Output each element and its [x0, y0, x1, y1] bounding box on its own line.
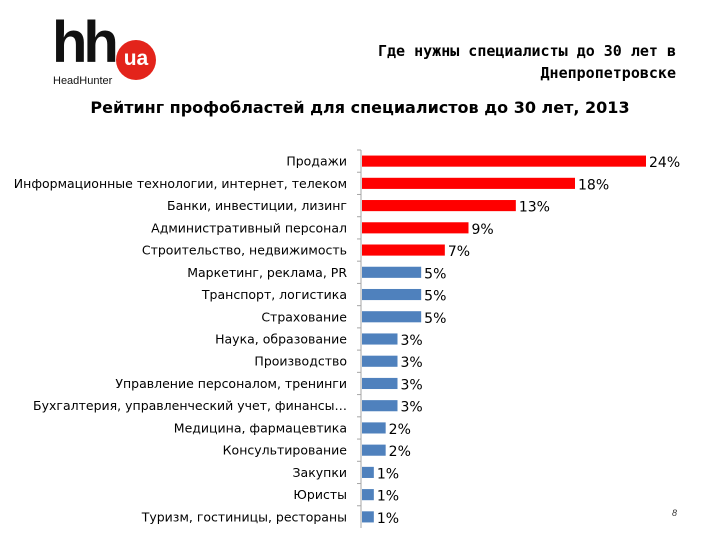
page-title-line-1: Где нужны специалисты до 30 лет в — [377, 42, 676, 60]
bar — [362, 266, 422, 278]
bar — [362, 222, 469, 234]
category-label: Бухгалтерия, управленческий учет, финанс… — [33, 398, 347, 413]
category-label: Управление персоналом, тренинги — [115, 376, 347, 391]
category-label: Продажи — [286, 154, 347, 169]
data-label: 1% — [377, 489, 399, 505]
data-label: 24% — [649, 155, 680, 171]
category-label: Транспорт, логистика — [201, 287, 347, 302]
logo-mark: hh — [52, 10, 119, 75]
bar — [362, 333, 398, 345]
data-label: 3% — [401, 377, 423, 393]
data-label: 13% — [519, 200, 550, 216]
data-label: 3% — [401, 400, 423, 416]
headhunter-logo: hh ua HeadHunter — [52, 14, 162, 92]
bar — [362, 311, 422, 323]
category-label: Юристы — [293, 487, 347, 502]
data-label: 5% — [424, 289, 446, 305]
category-label: Производство — [254, 354, 347, 369]
data-label: 18% — [578, 177, 609, 193]
bar — [362, 444, 386, 456]
bar — [362, 155, 646, 167]
data-label: 5% — [424, 266, 446, 282]
data-label: 1% — [377, 511, 399, 527]
chart-title: Рейтинг профобластей для специалистов до… — [90, 98, 630, 117]
bar — [362, 288, 422, 301]
data-label: 3% — [401, 333, 423, 349]
data-label: 7% — [448, 244, 470, 260]
category-label: Банки, инвестиции, лизинг — [167, 198, 347, 213]
bar — [362, 400, 398, 412]
page-title: Где нужны специалисты до 30 лет в Днепро… — [256, 40, 676, 84]
bar — [362, 355, 398, 367]
bar — [362, 489, 374, 501]
bar — [362, 377, 398, 390]
category-label: Туризм, гостиницы, рестораны — [141, 509, 347, 524]
bar — [362, 422, 386, 434]
data-label: 9% — [472, 222, 494, 238]
page-title-line-2: Днепропетровске — [540, 64, 676, 82]
bar — [362, 244, 445, 256]
page-number: 8 — [672, 508, 678, 518]
bar — [362, 200, 516, 212]
logo-badge: ua — [116, 40, 156, 80]
category-label: Маркетинг, реклама, PR — [187, 265, 347, 280]
category-label: Информационные технологии, интернет, тел… — [14, 176, 347, 191]
category-label: Закупки — [293, 465, 347, 480]
category-label: Консультирование — [223, 443, 348, 458]
bar — [362, 511, 374, 523]
category-label: Строительство, недвижимость — [142, 243, 347, 258]
data-label: 5% — [424, 311, 446, 327]
data-label: 3% — [401, 355, 423, 371]
bar — [362, 177, 575, 189]
logo-brand-text: HeadHunter — [53, 75, 113, 87]
data-label: 2% — [389, 422, 411, 438]
data-label: 1% — [377, 466, 399, 482]
category-label: Наука, образование — [215, 332, 347, 347]
bar — [362, 466, 374, 478]
category-label: Административный персонал — [151, 220, 347, 235]
category-label: Медицина, фармацевтика — [174, 420, 347, 435]
data-label: 2% — [389, 444, 411, 460]
category-label: Страхование — [261, 309, 347, 324]
